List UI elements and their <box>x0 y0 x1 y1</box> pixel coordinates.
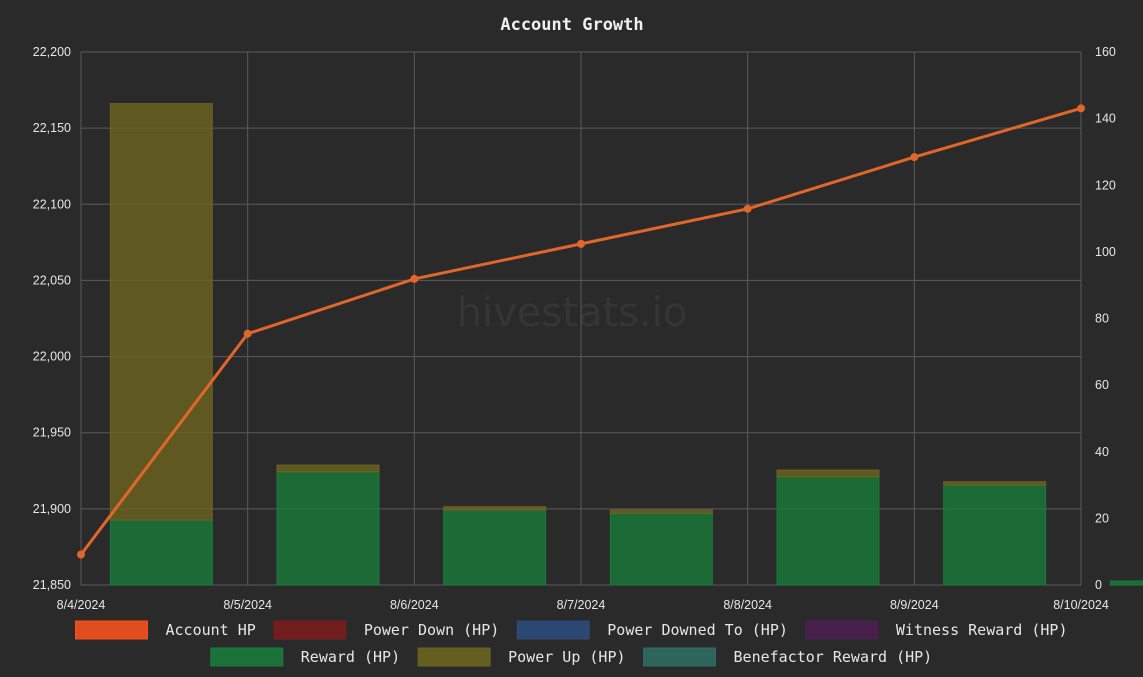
legend-item: Power Up (HP) <box>417 647 626 667</box>
bar-power-up-hp <box>443 506 547 511</box>
legend-label: Benefactor Reward (HP) <box>734 648 933 666</box>
y-right-tick-label: 100 <box>1095 245 1116 259</box>
x-tick-label: 8/6/2024 <box>390 598 439 612</box>
legend-item: Account HP <box>75 620 256 640</box>
legend-swatch <box>643 647 717 667</box>
legend-item: Power Down (HP) <box>273 620 499 640</box>
x-tick-label: 8/5/2024 <box>223 598 272 612</box>
x-tick-label: 8/4/2024 <box>57 598 106 612</box>
y-left-tick-label: 22,150 <box>33 121 71 135</box>
legend-item: Power Downed To (HP) <box>516 620 788 640</box>
legend-label: Power Down (HP) <box>364 621 499 639</box>
y-left-tick-label: 21,900 <box>33 502 71 516</box>
bar-reward-hp <box>1109 580 1143 586</box>
y-right-tick-label: 20 <box>1095 511 1109 525</box>
legend-swatch <box>210 647 284 667</box>
bar-power-up-hp <box>276 464 380 473</box>
account-hp-point <box>77 550 85 559</box>
y-right-tick-label: 160 <box>1095 45 1116 59</box>
x-tick-label: 8/10/2024 <box>1053 598 1109 612</box>
legend-item: Reward (HP) <box>210 647 400 667</box>
y-right-tick-label: 0 <box>1095 578 1102 592</box>
bar-power-up-hp <box>943 481 1047 486</box>
y-right-tick-label: 80 <box>1095 312 1109 326</box>
bar-power-up-hp <box>609 509 713 514</box>
legend-item: Witness Reward (HP) <box>805 620 1068 640</box>
x-tick-label: 8/8/2024 <box>723 598 772 612</box>
axes: 21,850 21,900 21,950 22,000 22,050 22,100 22,1… <box>33 45 1116 612</box>
x-tick-label: 8/7/2024 <box>557 598 606 612</box>
y-left-tick-label: 21,950 <box>33 426 71 440</box>
y-left-tick-label: 21,850 <box>33 578 71 592</box>
y-right-tick-label: 60 <box>1095 378 1109 392</box>
legend-label: Power Up (HP) <box>508 648 625 666</box>
y-left-tick-label: 22,000 <box>33 350 71 364</box>
bar-reward-hp <box>776 476 880 586</box>
account-hp-point <box>577 239 585 248</box>
legend-swatch <box>805 620 879 640</box>
account-hp-point <box>243 329 252 338</box>
bar-power-up-hp <box>109 103 213 521</box>
legend: Account HP Power Down (HP) Power Downed To… <box>75 620 1068 667</box>
account-hp-point <box>410 274 419 283</box>
watermark: hivestats.io <box>457 290 688 336</box>
bar-reward-hp <box>443 509 547 586</box>
account-hp-point <box>743 204 752 213</box>
bar-reward-hp <box>109 519 213 586</box>
chart-title: Account Growth <box>500 15 643 35</box>
bar-reward-hp <box>276 471 380 586</box>
legend-label: Witness Reward (HP) <box>896 621 1068 639</box>
legend-swatch <box>417 647 491 667</box>
legend-label: Power Downed To (HP) <box>607 621 788 639</box>
legend-swatch <box>516 620 590 640</box>
bar-reward-hp <box>943 484 1047 586</box>
bar-reward-hp <box>609 512 713 586</box>
y-left-tick-label: 22,100 <box>33 197 71 211</box>
bar-power-up-hp <box>776 469 880 478</box>
legend-item: Benefactor Reward (HP) <box>643 647 933 667</box>
legend-swatch <box>75 620 148 640</box>
legend-swatch <box>273 620 347 640</box>
grid <box>80 51 1082 586</box>
y-left-tick-label: 22,050 <box>33 273 71 287</box>
bars <box>109 103 1143 586</box>
account-hp-point <box>910 153 919 162</box>
y-right-tick-label: 140 <box>1095 112 1116 126</box>
legend-label: Reward (HP) <box>301 648 400 666</box>
account-hp-line <box>77 104 1085 559</box>
legend-label: Account HP <box>166 621 256 639</box>
account-hp-point <box>1077 104 1085 113</box>
y-right-tick-label: 120 <box>1095 178 1116 192</box>
x-tick-label: 8/9/2024 <box>890 598 939 612</box>
y-left-tick-label: 22,200 <box>33 45 71 59</box>
y-right-tick-label: 40 <box>1095 445 1109 459</box>
